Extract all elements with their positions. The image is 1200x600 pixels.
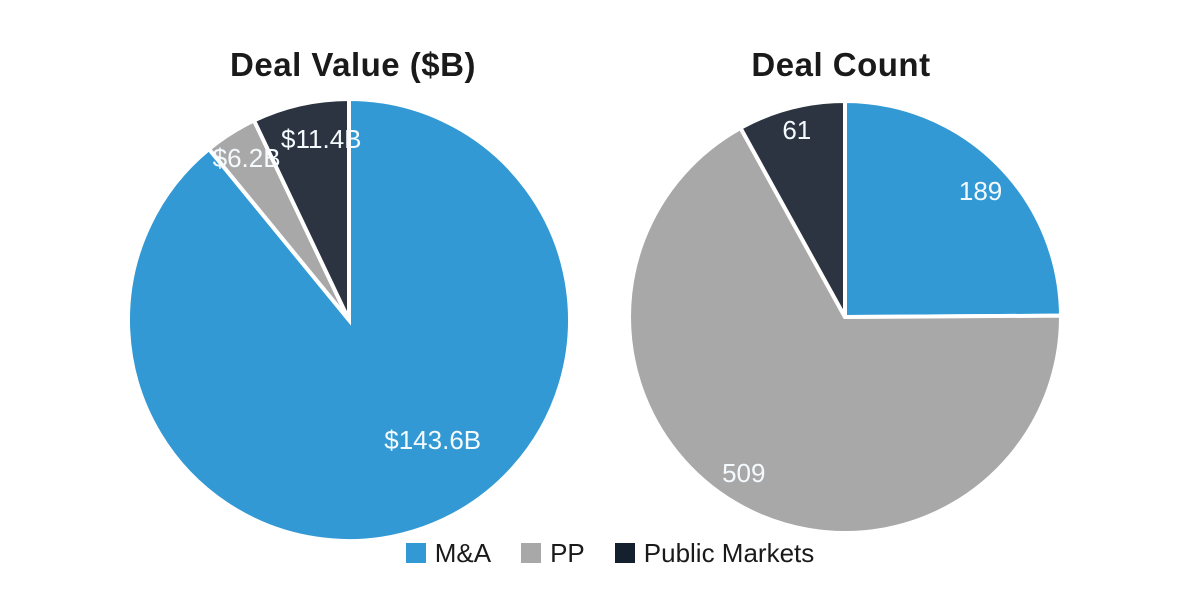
pie-label-deal-count-public-markets: 61 (782, 115, 811, 145)
legend-label-public-markets: Public Markets (643, 538, 815, 568)
pie-slice-deal-count-public-markets (737, 98, 847, 318)
legend-item-pp: PP (521, 538, 585, 568)
pie-slice-deal-count-pp (627, 125, 1064, 535)
pie-label-deal-value-pp: $6.2B (213, 143, 281, 173)
deal-value-chart-title: Deal Value ($B) (230, 46, 476, 83)
pie-slice-deal-value-public-markets (251, 96, 351, 321)
legend: M&A PP Public Markets (0, 538, 1200, 568)
legend-swatch-public-markets (614, 543, 635, 563)
pie-label-deal-count-pp: 509 (722, 458, 765, 488)
pie-label-deal-value-public-markets: $11.4B (281, 124, 361, 154)
legend-swatch-m-a (405, 543, 426, 563)
legend-item-public-markets: Public Markets (614, 538, 815, 568)
legend-label-m-a: M&A (434, 538, 492, 568)
pie-label-deal-count-m-a: 189 (959, 176, 1002, 206)
legend-swatch-pp (521, 543, 542, 563)
pie-label-deal-value-m-a: $143.6B (384, 425, 481, 455)
deal-count-chart-title: Deal Count (751, 46, 931, 83)
pie-slice-deal-count-m-a (843, 98, 1064, 320)
legend-label-pp: PP (550, 538, 585, 568)
legend-item-m-a: M&A (405, 538, 492, 568)
